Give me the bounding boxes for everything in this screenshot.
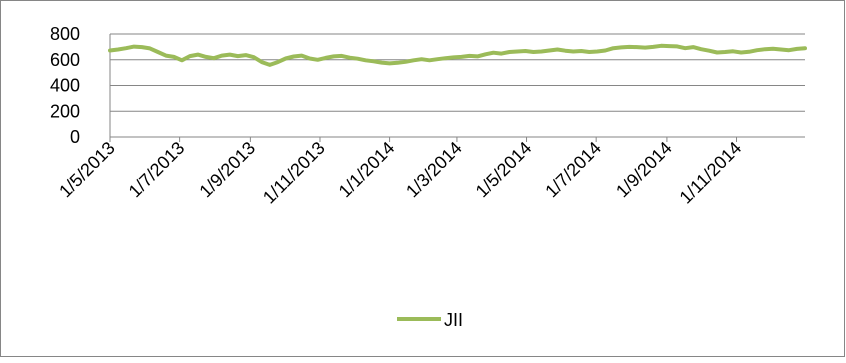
y-tick-label: 800 [50, 24, 80, 44]
y-tick-label: 200 [50, 101, 80, 121]
y-tick-label: 600 [50, 50, 80, 70]
y-tick-label: 400 [50, 76, 80, 96]
axes [109, 34, 805, 142]
legend-label: JII [444, 310, 463, 330]
y-axis-tick-labels: 0 200 400 600 800 [50, 24, 80, 147]
series-lines [108, 43, 807, 67]
y-tick-label: 0 [70, 127, 80, 147]
series-line-jii [108, 43, 807, 67]
legend: JII [397, 310, 463, 330]
gridlines [110, 33, 805, 112]
